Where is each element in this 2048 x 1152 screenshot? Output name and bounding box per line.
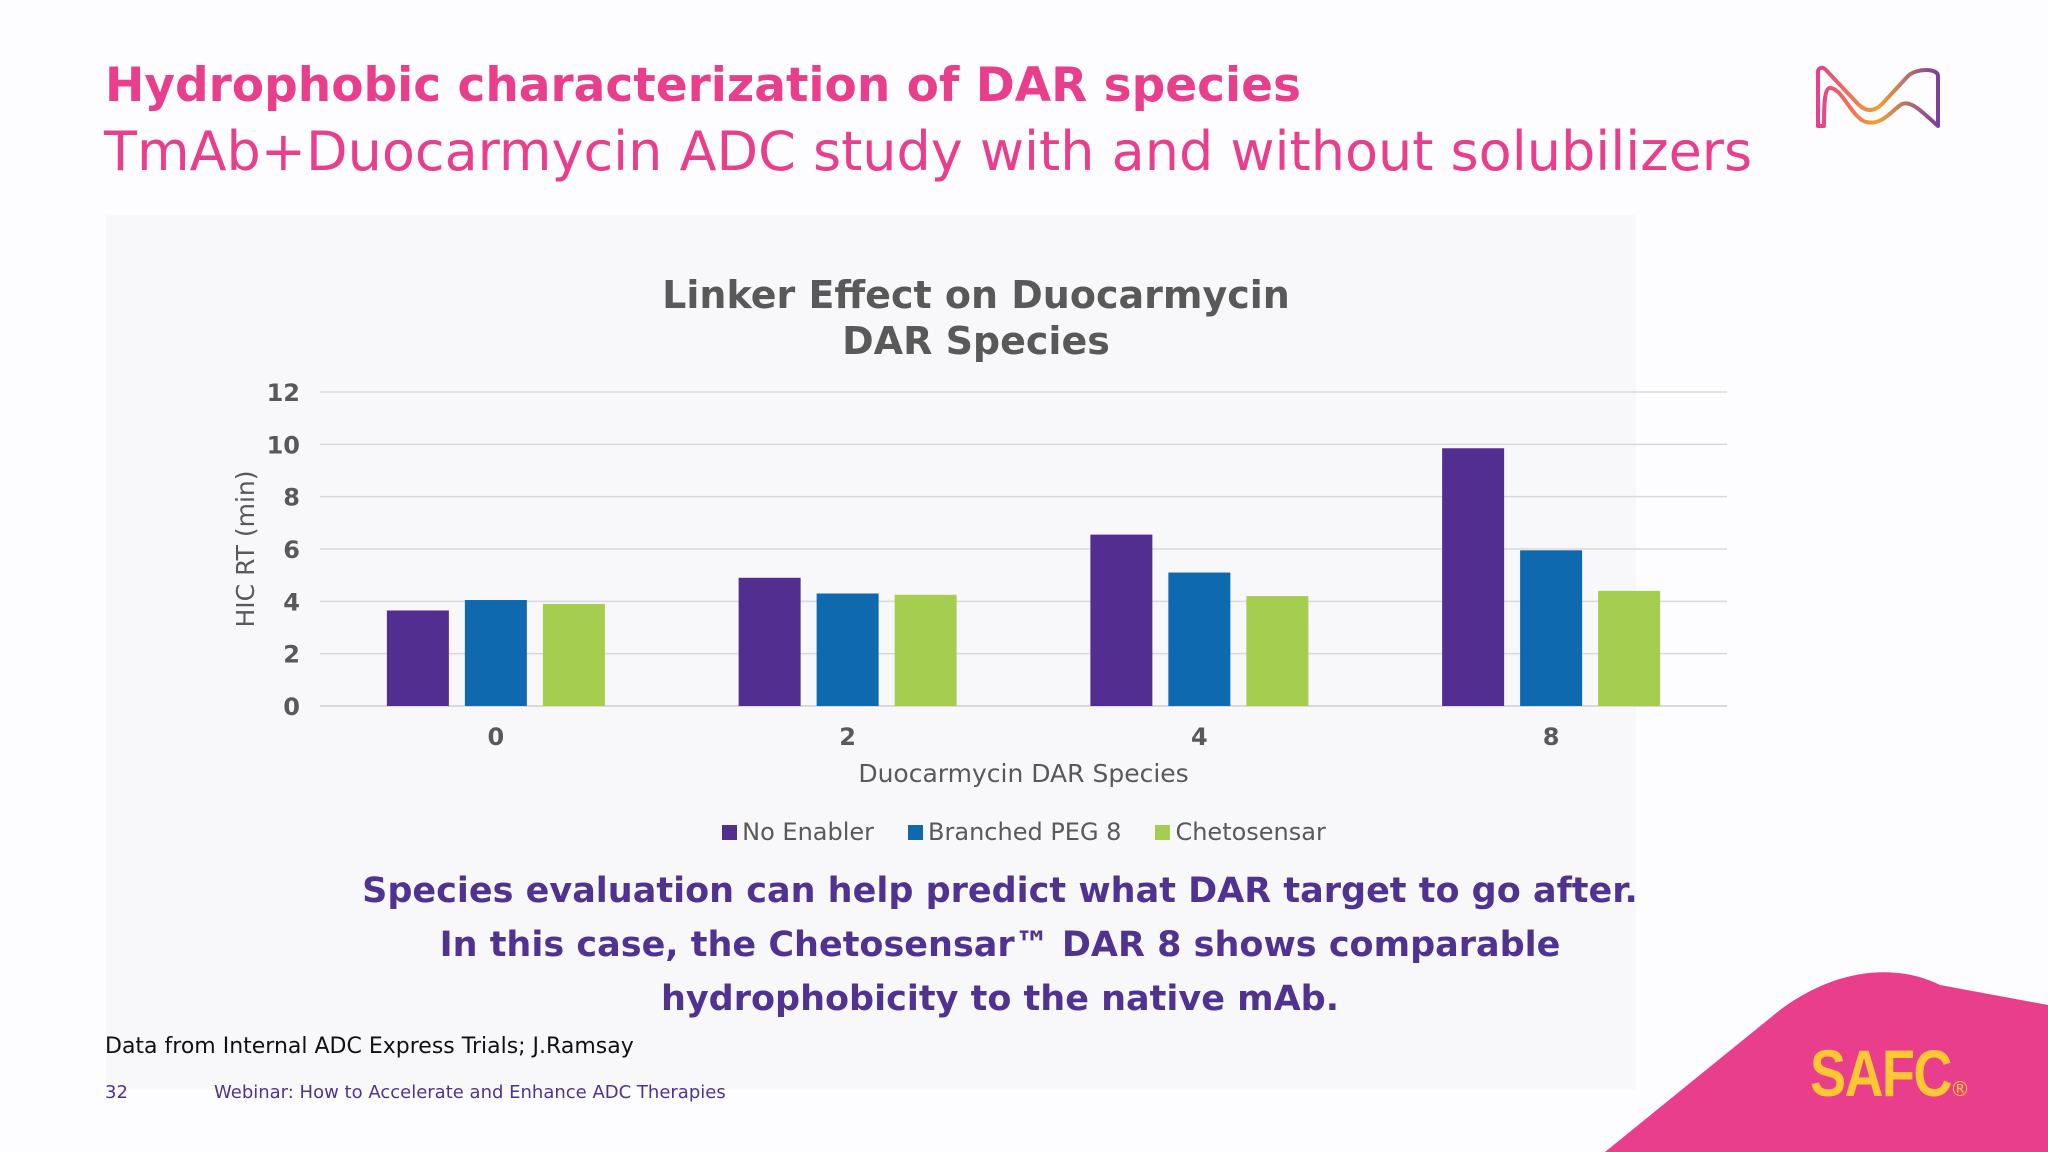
legend-swatch — [908, 824, 924, 840]
brand-logo-text: SAFC — [1810, 1036, 1952, 1110]
legend-swatch — [722, 824, 738, 840]
m-wave-logo-icon — [1816, 65, 1940, 128]
y-tick-label: 8 — [283, 484, 300, 512]
key-message-line-2: In this case, the Chetosensar™ DAR 8 sho… — [439, 925, 1561, 965]
key-message-line-1: Species evaluation can help predict what… — [362, 871, 1638, 911]
y-tick-label: 6 — [283, 536, 300, 564]
bar — [1520, 550, 1583, 706]
x-tick-label: 2 — [839, 723, 856, 751]
bar — [386, 610, 449, 706]
legend-item: No Enabler — [722, 818, 874, 846]
legend-item: Chetosensar — [1155, 818, 1326, 846]
y-axis-label: HIC RT (min) — [231, 471, 260, 628]
key-message: Species evaluation can help predict what… — [0, 864, 2000, 1026]
legend-item: Branched PEG 8 — [908, 818, 1121, 846]
footer-webinar-title: Webinar: How to Accelerate and Enhance A… — [214, 1082, 726, 1103]
chart-title-line: DAR Species — [842, 319, 1110, 363]
y-tick-label: 10 — [267, 431, 300, 459]
chart-legend: No Enabler Branched PEG 8 Chetosensar — [0, 818, 2048, 846]
bar — [1168, 572, 1231, 706]
key-message-line-3: hydrophobicity to the native mAb. — [660, 979, 1340, 1019]
x-axis-label: Duocarmycin DAR Species — [858, 759, 1188, 788]
data-source-note: Data from Internal ADC Express Trials; J… — [105, 1034, 634, 1059]
bar — [464, 600, 527, 706]
y-tick-label: 0 — [283, 693, 300, 721]
y-tick-label: 4 — [283, 588, 300, 616]
brand-registered-mark: ® — [1950, 1077, 1970, 1101]
legend-label: Chetosensar — [1175, 818, 1326, 846]
x-tick-label: 8 — [1543, 723, 1560, 751]
legend-label: No Enabler — [742, 818, 875, 846]
bar — [1598, 590, 1661, 706]
page-number: 32 — [105, 1082, 128, 1103]
slide-subtitle: TmAb+Duocarmycin ADC study with and with… — [104, 120, 1753, 183]
chart-title-line: Linker Effect on Duocarmycin — [662, 273, 1290, 317]
legend-label: Branched PEG 8 — [928, 818, 1122, 846]
bar — [894, 594, 957, 706]
x-tick-label: 4 — [1191, 723, 1208, 751]
bar — [1246, 596, 1309, 706]
y-tick-label: 2 — [283, 641, 300, 669]
legend-swatch — [1155, 824, 1171, 840]
bar — [542, 603, 605, 706]
slide-title: Hydrophobic characterization of DAR spec… — [105, 58, 1301, 113]
bar — [1090, 534, 1153, 706]
bar — [1442, 448, 1505, 706]
x-tick-label: 0 — [488, 723, 505, 751]
bar — [738, 577, 801, 706]
y-tick-label: 12 — [267, 379, 300, 407]
bar — [816, 593, 879, 706]
